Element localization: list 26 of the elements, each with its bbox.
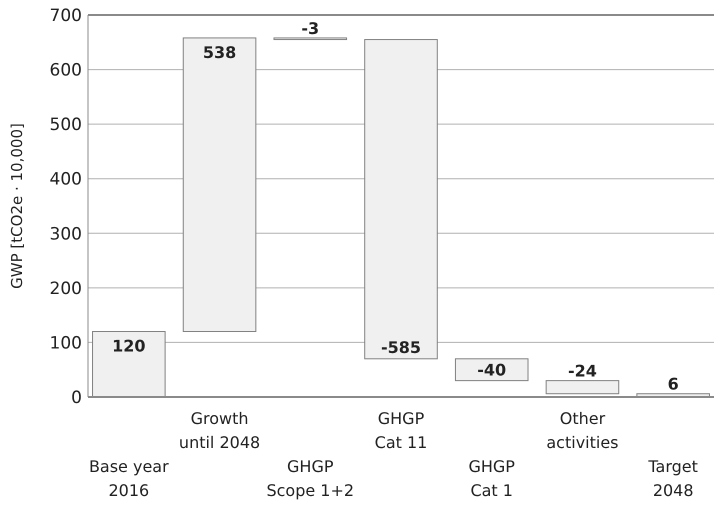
x-tick-label: Base year 2016 bbox=[88, 457, 170, 500]
y-tick-label: 600 bbox=[50, 60, 82, 81]
y-tick-label: 700 bbox=[50, 6, 82, 26]
y-tick-label: 500 bbox=[50, 115, 82, 136]
data-label: 6 bbox=[668, 374, 679, 394]
data-label: 120 bbox=[112, 336, 146, 356]
bar bbox=[182, 37, 256, 332]
y-tick-label: 400 bbox=[50, 170, 82, 190]
bar bbox=[364, 39, 438, 360]
y-tick-label: 300 bbox=[50, 224, 82, 244]
x-tick-label: Other activities bbox=[546, 409, 619, 452]
y-axis-title: GWP [tCO2e · 10,000] bbox=[8, 123, 26, 289]
data-label: -40 bbox=[477, 360, 506, 380]
y-tick-label: 200 bbox=[50, 278, 82, 299]
data-label: -24 bbox=[568, 362, 597, 381]
y-tick-label: 100 bbox=[50, 333, 82, 354]
x-tick-label: GHGP Scope 1+2 bbox=[266, 457, 354, 500]
bar bbox=[546, 380, 620, 394]
x-tick-label: GHGP Cat 11 bbox=[374, 409, 428, 452]
data-label: -585 bbox=[380, 338, 422, 357]
x-tick-label: GHGP Cat 1 bbox=[468, 457, 516, 500]
data-label: -3 bbox=[301, 18, 320, 38]
y-tick-label: 0 bbox=[71, 388, 82, 408]
x-tick-label: Target 2048 bbox=[647, 457, 698, 500]
data-label: 538 bbox=[202, 42, 236, 62]
x-tick-label: Growth until 2048 bbox=[178, 409, 260, 452]
